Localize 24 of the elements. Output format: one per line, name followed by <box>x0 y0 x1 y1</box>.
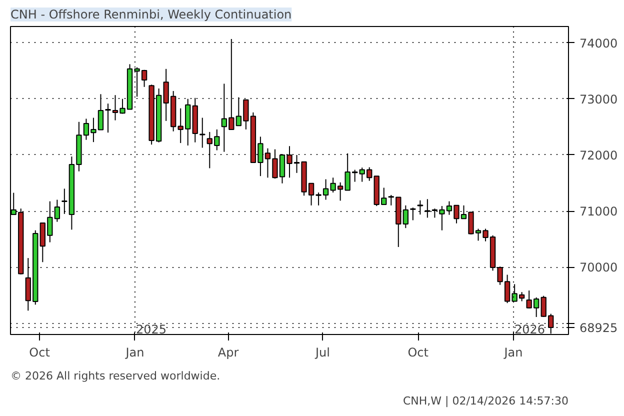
text: CNH,W | 02/14/2026 14:57:30 <box>402 394 569 408</box>
x-tick-label: Oct <box>408 346 429 360</box>
x-tick-label: Jan <box>124 346 144 360</box>
ref-line-label: 2025 <box>136 322 167 336</box>
y-tick-label: 73000 <box>580 92 618 106</box>
x-tick-label: Jul <box>314 346 330 360</box>
candlestick <box>105 103 111 134</box>
ref-line-label: 2026 <box>514 322 546 336</box>
candlestick <box>410 207 416 221</box>
x-tick-label: Jan <box>503 346 523 360</box>
y-tick-label: 70000 <box>580 260 618 275</box>
candlestick <box>200 117 206 148</box>
y-tick-label: 68925 <box>580 320 618 335</box>
candlestick <box>417 200 424 216</box>
text: © 2026 All rights reserved worldwide. <box>10 370 220 382</box>
x-tick-label: Apr <box>218 346 239 360</box>
candlestick <box>424 198 430 218</box>
y-tick-label: 71000 <box>580 204 618 219</box>
y-tick-label: 72000 <box>580 148 618 162</box>
chart-title: CNH - Offshore Renminbi, Weekly Continuation <box>10 8 292 22</box>
x-tick-label: Oct <box>29 346 50 360</box>
y-tick-label: 74000 <box>580 36 618 50</box>
candlestick <box>54 199 60 222</box>
candlestick <box>402 204 408 229</box>
